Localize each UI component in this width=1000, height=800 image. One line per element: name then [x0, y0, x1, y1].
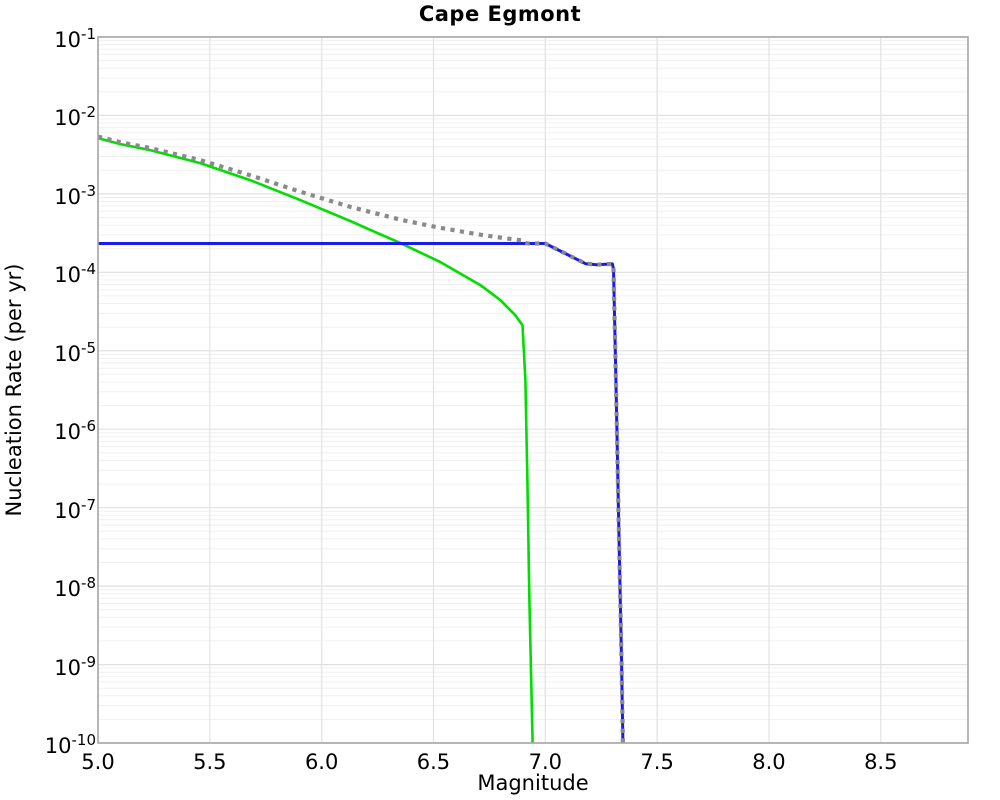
chart-title: Cape Egmont [418, 2, 582, 26]
x-tick-label: 6.0 [304, 750, 339, 774]
x-tick-label: 8.5 [864, 750, 898, 774]
x-tick-label: 7.0 [528, 750, 562, 774]
x-tick-label: 5.5 [193, 750, 227, 774]
series-green-solid-tapered-rate [97, 136, 534, 744]
y-tick-label: 10-10 [44, 731, 96, 759]
x-axis-label: Magnitude [477, 771, 589, 795]
y-tick-label: 10-8 [54, 574, 96, 602]
y-axis-label: Nucleation Rate (per yr) [2, 263, 26, 517]
x-tick-label: 6.5 [416, 750, 451, 774]
x-tick-label: 5.0 [81, 750, 115, 774]
y-tick-label: 10-6 [54, 417, 96, 445]
y-tick-label: 10-5 [54, 338, 96, 366]
y-tick-label: 10-4 [54, 260, 96, 288]
y-tick-label: 10-9 [54, 652, 96, 680]
plot-frame [97, 36, 969, 744]
y-tick-label: 10-1 [54, 25, 96, 53]
x-tick-label: 8.0 [752, 750, 786, 774]
y-tick-label: 10-3 [54, 181, 96, 209]
series-gray-dotted-total-rate [97, 134, 625, 744]
x-tick-label: 7.5 [640, 750, 674, 774]
y-tick-label: 10-7 [54, 495, 96, 523]
y-tick-label: 10-2 [54, 103, 96, 131]
